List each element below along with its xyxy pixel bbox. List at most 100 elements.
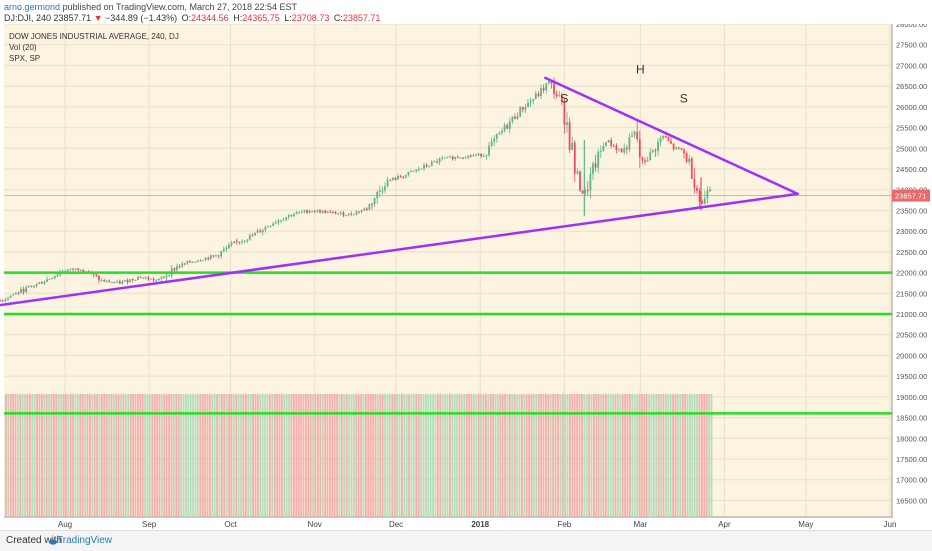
candle-body	[662, 136, 665, 139]
candle-body	[311, 211, 314, 213]
volume-bar	[53, 394, 55, 517]
candle-body	[319, 210, 321, 213]
volume-bar	[413, 394, 415, 517]
candle-body	[475, 154, 477, 156]
candle-body	[563, 100, 566, 125]
candle-body	[152, 278, 155, 281]
candle-body	[178, 266, 181, 268]
volume-bar	[314, 394, 317, 517]
volume-bar	[552, 394, 554, 517]
trendline-lower	[0, 192, 799, 307]
chart-area[interactable]: 16500.00 17000.00 17500.00 18000.00 18500.00…	[0, 24, 932, 530]
candle-body	[14, 292, 17, 295]
y-tick-label: 17000.00	[896, 476, 927, 485]
candle-body	[116, 281, 119, 283]
volume-bar	[372, 394, 374, 517]
candle-body	[464, 157, 467, 159]
candle-body	[313, 211, 316, 213]
candle-body	[693, 178, 696, 188]
volume-bar	[350, 394, 353, 517]
candle-body	[477, 153, 480, 155]
candle-body	[4, 299, 7, 302]
change-value: −344.89 (−1.43%)	[105, 13, 178, 23]
volume-bar	[153, 394, 156, 517]
candle-body	[7, 297, 9, 300]
volume-bar	[377, 394, 379, 517]
volume-bar	[295, 394, 298, 517]
tradingview-link[interactable]: TradingView	[57, 535, 113, 546]
volume-bar	[225, 394, 228, 517]
volume-bar	[261, 394, 264, 517]
volume-bar	[362, 394, 365, 517]
candle-body	[222, 249, 225, 252]
candle-body	[558, 95, 561, 97]
candle-body	[285, 217, 288, 220]
y-tick-label: 26000.00	[896, 103, 927, 112]
candle-body	[30, 285, 33, 287]
candle-body	[615, 145, 618, 150]
volume-bar	[273, 394, 276, 517]
candle-body	[342, 212, 345, 216]
y-tick-label: 27000.00	[896, 61, 927, 70]
volume-bar	[369, 394, 372, 517]
volume-bar	[192, 394, 194, 517]
legend-volume: Vol (20)	[9, 43, 37, 52]
volume-bar	[451, 394, 454, 517]
x-tick-label: Aug	[58, 520, 72, 529]
volume-bar	[41, 394, 43, 517]
volume-bar	[708, 394, 710, 517]
y-tick-label: 22000.00	[896, 269, 927, 278]
candle-body	[389, 179, 392, 181]
candle-body	[137, 276, 139, 280]
volume-bar	[453, 394, 456, 517]
volume-bar	[12, 394, 14, 517]
candle-body	[324, 210, 327, 214]
y-tick-label: 26500.00	[896, 82, 927, 91]
volume-bar	[665, 394, 667, 517]
volume-bar	[569, 394, 571, 517]
candle-body	[579, 171, 581, 191]
candle-body	[259, 230, 262, 233]
author-link[interactable]: arno.germond	[4, 2, 61, 12]
volume-bar	[533, 394, 535, 517]
x-tick-label: Feb	[557, 520, 571, 529]
volume-bar	[252, 394, 254, 517]
candle-body	[347, 213, 350, 216]
volume-bar	[511, 394, 514, 517]
candle-body	[423, 165, 425, 169]
candle-body	[329, 211, 332, 213]
volume-bar	[72, 394, 74, 517]
volume-bar	[129, 394, 132, 517]
y-tick-label: 18500.00	[896, 414, 927, 423]
candle-body	[633, 131, 636, 136]
candle-body	[670, 140, 672, 144]
candle-body	[204, 257, 207, 261]
candle-body	[350, 213, 353, 215]
candle-body	[368, 204, 371, 211]
volume-bar	[151, 394, 154, 517]
change-arrow-icon: ▼	[93, 13, 103, 23]
candle-body	[280, 220, 282, 222]
volume-bar	[458, 394, 461, 517]
volume-bar	[307, 394, 310, 517]
candle-body	[573, 142, 576, 174]
x-tick-label: May	[798, 520, 813, 529]
volume-bar	[266, 394, 269, 517]
candle-body	[165, 275, 168, 278]
candle-body	[287, 214, 290, 218]
ohlc-line: DJ:DJI, 240 23857.71 ▼ −344.89 (−1.43%) …	[4, 13, 380, 23]
volume-bar	[338, 394, 341, 517]
candle-body	[295, 212, 298, 215]
volume-bar	[43, 394, 46, 517]
y-tick-label: 21500.00	[896, 289, 927, 298]
candle-body	[196, 260, 199, 262]
candle-body	[456, 156, 459, 158]
volume-bar	[360, 394, 362, 517]
candle-body	[358, 211, 360, 213]
volume-bar	[264, 394, 266, 517]
volume-bar	[271, 394, 274, 517]
volume-bar	[93, 394, 96, 517]
candle-body	[254, 232, 256, 236]
volume-bar	[60, 394, 62, 517]
candle-body	[326, 211, 329, 214]
